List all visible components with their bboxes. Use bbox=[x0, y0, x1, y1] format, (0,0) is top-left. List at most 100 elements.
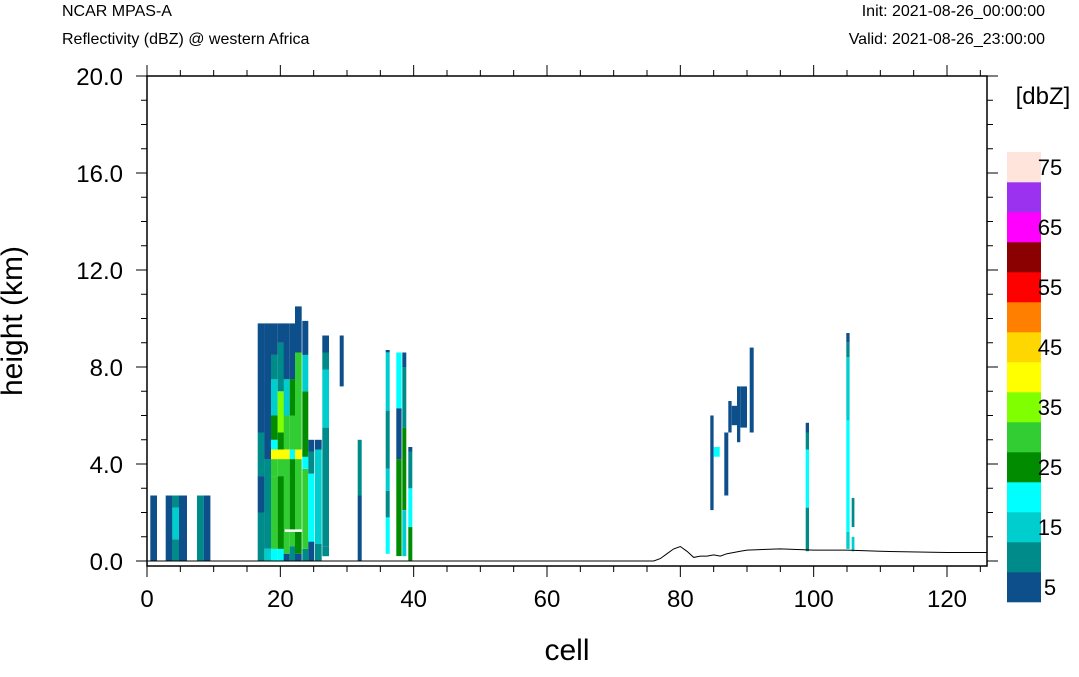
reflectivity-cell bbox=[283, 553, 290, 561]
colorbar-swatch bbox=[1007, 182, 1041, 213]
reflectivity-cell bbox=[271, 439, 278, 450]
reflectivity-cell bbox=[805, 449, 809, 508]
reflectivity-cell bbox=[408, 488, 413, 528]
reflectivity-cell bbox=[277, 449, 285, 460]
x-tick-label: 120 bbox=[927, 586, 967, 613]
y-tick-label: 4.0 bbox=[90, 452, 123, 479]
reflectivity-cell bbox=[322, 352, 329, 370]
reflectivity-cell bbox=[271, 323, 278, 355]
reflectivity-cell bbox=[271, 476, 278, 549]
reflectivity-cell bbox=[295, 459, 302, 530]
x-tick-label: 100 bbox=[794, 586, 834, 613]
reflectivity-cell bbox=[289, 449, 295, 460]
reflectivity-cell bbox=[408, 527, 413, 561]
reflectivity-cell bbox=[302, 391, 309, 457]
reflectivity-cell bbox=[846, 333, 850, 343]
reflectivity-cell bbox=[851, 536, 855, 552]
reflectivity-cell bbox=[197, 495, 204, 561]
colorbar-label: 35 bbox=[1038, 395, 1062, 420]
reflectivity-cell bbox=[295, 352, 302, 450]
reflectivity-cell bbox=[302, 320, 309, 355]
colorbar-swatch bbox=[1007, 242, 1041, 273]
reflectivity-cell bbox=[172, 539, 179, 561]
colorbar-swatch bbox=[1007, 152, 1041, 183]
reflectivity-cell bbox=[277, 476, 285, 549]
x-tick-label: 40 bbox=[400, 586, 427, 613]
plot-subtitle: Reflectivity (dBZ) @ western Africa bbox=[62, 31, 310, 48]
x-tick-label: 60 bbox=[534, 586, 561, 613]
reflectivity-cell bbox=[396, 408, 402, 460]
reflectivity-cell bbox=[846, 342, 850, 358]
reflectivity-cell bbox=[271, 415, 278, 440]
reflectivity-cell bbox=[165, 495, 173, 561]
reflectivity-cell bbox=[805, 507, 809, 552]
reflectivity-cell bbox=[277, 342, 285, 392]
colorbar-label: 5 bbox=[1044, 575, 1056, 600]
reflectivity-cell bbox=[264, 323, 271, 433]
plot-frame bbox=[146, 75, 988, 567]
valid-time: Valid: 2021-08-26_23:00:00 bbox=[848, 31, 1045, 48]
reflectivity-cell bbox=[713, 447, 720, 457]
reflectivity-cell bbox=[271, 459, 278, 477]
reflectivity-cell bbox=[749, 347, 754, 433]
reflectivity-cell bbox=[283, 531, 290, 554]
reflectivity-cell bbox=[295, 306, 302, 353]
reflectivity-cell bbox=[846, 531, 850, 549]
colorbar-label: 75 bbox=[1038, 155, 1062, 180]
colorbar-swatch bbox=[1007, 542, 1041, 573]
colorbar-swatch bbox=[1007, 392, 1041, 423]
colorbar-label: 15 bbox=[1038, 515, 1062, 540]
reflectivity-cell bbox=[271, 354, 278, 380]
init-time: Init: 2021-08-26_00:00:00 bbox=[861, 3, 1045, 20]
reflectivity-cell bbox=[846, 420, 850, 532]
reflectivity-cell bbox=[257, 476, 265, 513]
reflectivity-cell bbox=[271, 379, 278, 416]
reflectivity-cell bbox=[302, 456, 309, 469]
reflectivity-cell bbox=[710, 415, 714, 511]
reflectivity-cell bbox=[308, 439, 315, 452]
colorbar-label: 25 bbox=[1038, 455, 1062, 480]
reflectivity-cell bbox=[385, 350, 390, 353]
reflectivity-cell bbox=[385, 517, 390, 554]
colorbar bbox=[1007, 152, 1041, 603]
reflectivity-cell bbox=[322, 369, 329, 428]
y-axis-label: height (km) bbox=[0, 246, 29, 396]
y-tick-label: 0.0 bbox=[90, 549, 123, 576]
reflectivity-cell bbox=[283, 323, 290, 380]
reflectivity-cell bbox=[408, 447, 413, 452]
reflectivity-cell bbox=[289, 546, 295, 561]
reflectivity-cell bbox=[728, 401, 732, 433]
colorbar-swatch bbox=[1007, 362, 1041, 393]
reflectivity-cell bbox=[289, 323, 295, 380]
colorbar-swatch bbox=[1007, 212, 1041, 243]
reflectivity-cells bbox=[150, 306, 855, 561]
reflectivity-cell bbox=[737, 386, 741, 443]
colorbar-swatch bbox=[1007, 272, 1041, 303]
reflectivity-cell bbox=[172, 507, 179, 540]
reflectivity-cell bbox=[150, 495, 157, 561]
reflectivity-cell bbox=[302, 548, 309, 561]
reflectivity-cell bbox=[289, 531, 295, 547]
y-tick-label: 12.0 bbox=[76, 258, 123, 285]
reflectivity-cell bbox=[402, 352, 407, 367]
reflectivity-cell bbox=[740, 386, 747, 428]
reflectivity-cell bbox=[277, 323, 285, 343]
reflectivity-cell bbox=[315, 449, 322, 544]
model-name: NCAR MPAS-A bbox=[62, 3, 172, 20]
reflectivity-cell bbox=[289, 379, 295, 416]
reflectivity-cell bbox=[295, 531, 302, 554]
y-tick-label: 16.0 bbox=[76, 161, 123, 188]
reflectivity-cell bbox=[396, 352, 402, 409]
reflectivity-cell bbox=[322, 427, 329, 547]
reflectivity-cell bbox=[402, 510, 407, 557]
colorbar-swatch bbox=[1007, 452, 1041, 483]
reflectivity-cell bbox=[283, 379, 290, 416]
colorbar-label: 65 bbox=[1038, 215, 1062, 240]
x-tick-label: 20 bbox=[267, 586, 294, 613]
colorbar-title: [dbZ] bbox=[1016, 83, 1071, 110]
reflectivity-cell bbox=[385, 490, 390, 518]
reflectivity-cell bbox=[385, 468, 390, 491]
reflectivity-cell bbox=[308, 451, 315, 474]
reflectivity-cell bbox=[322, 335, 329, 353]
